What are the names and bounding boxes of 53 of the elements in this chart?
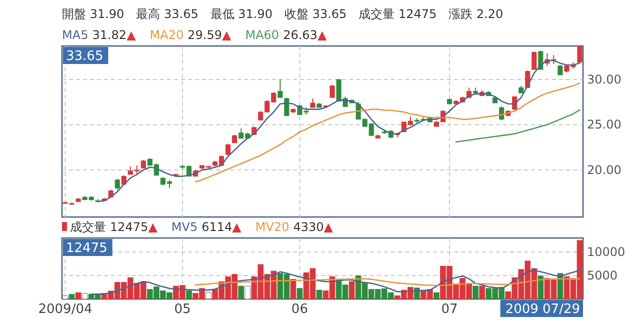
bar <box>75 292 82 300</box>
candlestick <box>284 97 290 116</box>
y-tick-label: 20.00 <box>587 162 622 177</box>
text: 26.63▲ <box>283 28 328 42</box>
candlestick <box>310 98 316 108</box>
bar <box>472 286 478 300</box>
text: 2009 07/29 <box>505 302 580 317</box>
candlestick <box>114 178 120 190</box>
bar <box>479 286 485 300</box>
candlestick <box>558 64 563 76</box>
x-tick-label: 2009/04 <box>38 302 92 317</box>
bar <box>290 278 296 300</box>
candlestick <box>532 50 537 70</box>
text: 29.59▲ <box>188 28 232 42</box>
line-series <box>90 269 580 295</box>
line-series <box>194 278 580 286</box>
chart-title: 開盤 31.90 最高 33.65 最低 31.90 收盤 33.65 成交量 12475 漲跌 2.20 <box>62 7 504 21</box>
y-tick-label: 10000 <box>587 245 626 260</box>
text: 31.82▲ <box>92 28 137 42</box>
y-tick-label: 30.00 <box>587 72 622 86</box>
bar <box>186 290 192 300</box>
line-series <box>194 82 580 182</box>
bar <box>434 292 440 300</box>
bar <box>296 288 303 300</box>
text: 4330▲ <box>293 220 334 234</box>
line-series <box>455 109 580 143</box>
candlestick <box>330 84 335 98</box>
text: MV5 <box>171 220 198 234</box>
bar <box>348 281 355 300</box>
y-tick-label: 25.00 <box>587 118 622 132</box>
text: MA60 <box>245 28 280 42</box>
annotation: 33.65 <box>66 49 104 64</box>
text: 6114▲ <box>202 220 242 234</box>
x-tick-label: 05 <box>174 302 191 317</box>
candlestick <box>278 78 283 98</box>
text: MA5 <box>62 28 88 42</box>
text: MV20 <box>255 220 290 234</box>
bar <box>68 294 75 300</box>
candlestick <box>226 143 231 156</box>
y-tick-label: 5000 <box>587 268 618 283</box>
legend-label: 成交量 <box>70 220 106 234</box>
bar <box>538 276 544 300</box>
x-tick-label: 06 <box>291 302 308 317</box>
line-series <box>97 60 580 202</box>
candlestick <box>577 46 582 63</box>
candlestick <box>499 106 504 121</box>
text: 12475▲ <box>110 220 158 234</box>
bar <box>316 290 322 300</box>
bar <box>238 286 244 300</box>
candlestick <box>538 50 544 70</box>
x-tick-label: 07 <box>441 302 458 317</box>
text: MA20 <box>150 28 184 42</box>
annotation: 12475 <box>66 241 108 256</box>
